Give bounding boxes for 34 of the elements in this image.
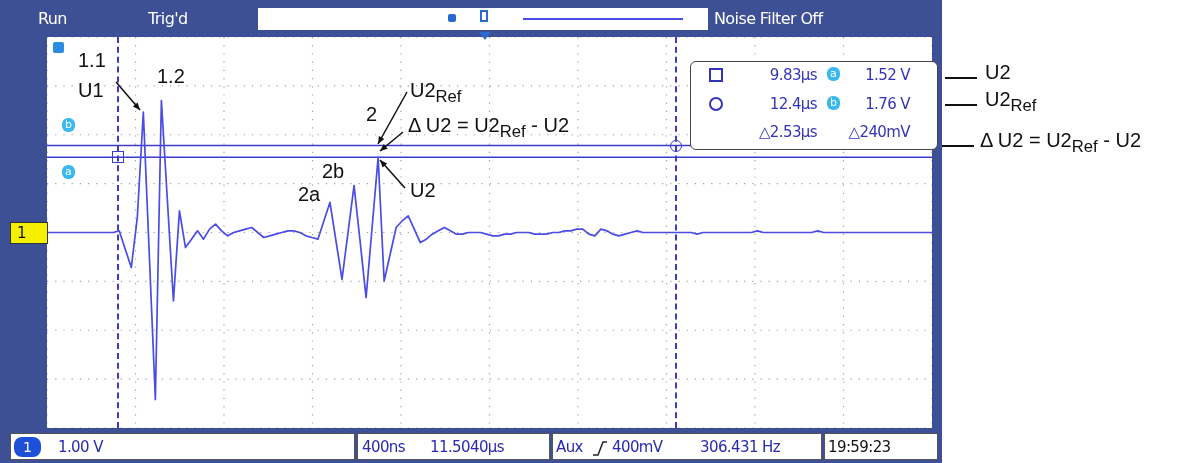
text: U2$_{Ref}$	[985, 88, 1037, 116]
annotation: 2	[366, 103, 378, 125]
annotation: U2$_{Ref}$	[410, 79, 462, 107]
text: 11.5040µs	[430, 437, 505, 457]
text: Run	[38, 9, 67, 29]
annotation: Δ U2 = U2$_{Ref}$ - U2	[408, 114, 570, 142]
annotation: 2a	[298, 183, 321, 205]
text: a	[830, 67, 837, 80]
text: Δ U2 = U2$_{Ref}$ - U2	[980, 129, 1142, 157]
annotation: b	[62, 118, 75, 132]
annotation: U1	[78, 79, 104, 101]
annotation: 12.4µs	[768, 94, 817, 114]
annotation: △2.53µs	[757, 122, 817, 142]
text: 1.1	[78, 49, 106, 71]
text: Noise Filter Off	[714, 9, 823, 29]
text: 400mV	[612, 437, 663, 457]
text: U2	[985, 61, 1011, 83]
text: 1.52 V	[864, 65, 910, 85]
annotation: U2	[410, 179, 436, 201]
annotation: 2b	[322, 160, 345, 182]
text: b	[830, 96, 837, 109]
text: 1	[10, 222, 48, 244]
text: 1.2	[157, 65, 185, 87]
text: 1.00 V	[58, 437, 103, 457]
text: 306.431 Hz	[700, 437, 781, 457]
annotation: a	[62, 165, 75, 179]
annotation: △240mV	[847, 122, 910, 142]
text: 19:59:23	[828, 437, 891, 457]
text: Trig'd	[148, 9, 188, 29]
text: Aux	[556, 437, 583, 457]
text: 1	[14, 437, 41, 457]
text: 9.83µs	[768, 65, 817, 85]
text: 400ns	[362, 437, 405, 457]
annotation: 1.76 V	[864, 94, 910, 114]
